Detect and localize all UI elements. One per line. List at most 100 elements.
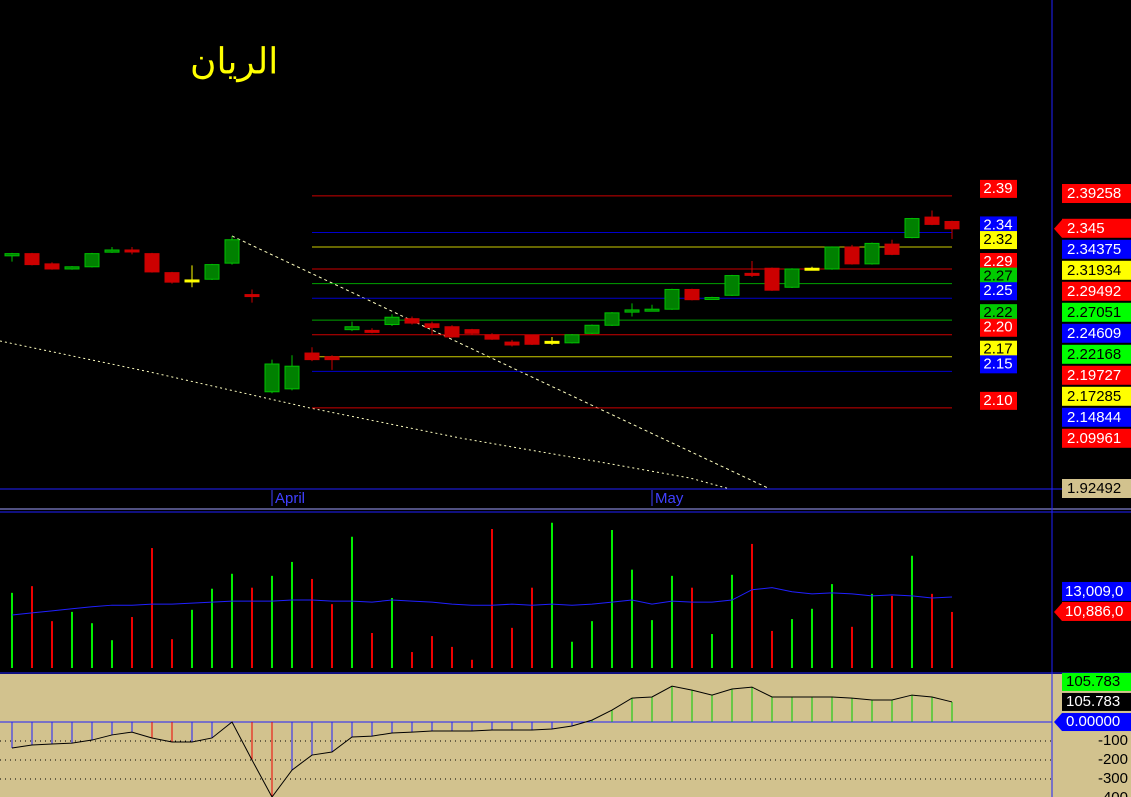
last-volume-arrow bbox=[1054, 602, 1062, 621]
candle-body bbox=[184, 279, 200, 283]
level-label-box bbox=[980, 318, 1017, 337]
level-label: 2.29 bbox=[983, 253, 1012, 270]
y-tick-box bbox=[1062, 281, 1131, 301]
y-tick-label: -100 bbox=[1098, 732, 1128, 749]
candle-body bbox=[664, 288, 680, 310]
candle-body bbox=[4, 253, 20, 257]
y-tick-box bbox=[1062, 344, 1131, 364]
level-label: 2.15 bbox=[983, 355, 1012, 372]
candle-body bbox=[584, 324, 600, 334]
zero-arrow bbox=[1054, 713, 1062, 732]
candle-body bbox=[404, 318, 420, 324]
candle-body bbox=[84, 253, 100, 268]
y-tick-box bbox=[1062, 218, 1131, 238]
candle-body bbox=[384, 316, 400, 326]
candle-body bbox=[844, 246, 860, 265]
y-tick-box bbox=[1062, 407, 1131, 427]
candle-body bbox=[144, 253, 160, 273]
y-tick-label: 2.17285 bbox=[1067, 388, 1121, 405]
y-tick-label: 2.31934 bbox=[1067, 262, 1121, 279]
y-tick-box bbox=[1062, 323, 1131, 343]
candle-body bbox=[924, 216, 940, 225]
candle-body bbox=[24, 253, 40, 266]
candle-body bbox=[824, 246, 840, 270]
y-tick-label: 2.14844 bbox=[1067, 409, 1121, 426]
candle-body bbox=[744, 272, 760, 276]
level-label: 2.20 bbox=[983, 319, 1012, 336]
level-label-box bbox=[980, 391, 1017, 410]
level-label-box bbox=[980, 304, 1017, 323]
y-tick-box bbox=[1062, 302, 1131, 322]
candle-body bbox=[544, 340, 560, 344]
y-tick-box bbox=[1062, 365, 1131, 385]
candle-body bbox=[224, 239, 240, 264]
candle-body bbox=[164, 272, 180, 283]
y-tick-box bbox=[1062, 260, 1131, 280]
x-tick-label: May bbox=[655, 490, 684, 507]
candle-body bbox=[44, 263, 60, 270]
candle-body bbox=[124, 249, 140, 253]
candle-body bbox=[784, 268, 800, 288]
y-tick-box bbox=[1062, 581, 1131, 601]
candle-body bbox=[524, 335, 540, 345]
level-label-box bbox=[980, 282, 1017, 301]
y-tick-box bbox=[1062, 601, 1131, 621]
candle-body bbox=[724, 275, 740, 296]
candle-body bbox=[644, 308, 660, 312]
candle-body bbox=[944, 220, 960, 230]
level-label: 2.32 bbox=[983, 231, 1012, 248]
trend-line bbox=[0, 340, 731, 490]
y-tick-label: 0.00000 bbox=[1066, 713, 1120, 730]
y-tick-label: -400 bbox=[1098, 789, 1128, 797]
candle-body bbox=[264, 363, 280, 393]
y-tick-label: 2.345 bbox=[1067, 220, 1105, 237]
y-tick-label: -200 bbox=[1098, 751, 1128, 768]
candle-body bbox=[364, 329, 380, 333]
y-tick-box bbox=[1062, 479, 1131, 498]
x-tick-label: April bbox=[275, 490, 305, 507]
candle-body bbox=[464, 329, 480, 334]
candle-body bbox=[344, 326, 360, 331]
level-label-box bbox=[980, 179, 1017, 198]
level-label: 2.25 bbox=[983, 282, 1012, 299]
y-tick-label: 2.19727 bbox=[1067, 367, 1121, 384]
candle-body bbox=[284, 365, 300, 390]
level-label: 2.34 bbox=[983, 216, 1012, 233]
oscillator-panel bbox=[0, 674, 1131, 797]
level-label: 2.22 bbox=[983, 304, 1012, 321]
y-tick-label: 2.39258 bbox=[1067, 185, 1121, 202]
volume-ma bbox=[11, 587, 953, 616]
y-tick-label: 2.09961 bbox=[1067, 430, 1121, 447]
y-tick-label: 13,009,0 bbox=[1065, 583, 1123, 600]
candle-body bbox=[64, 266, 80, 270]
candle-body bbox=[484, 334, 500, 340]
y-tick-label: 1.92492 bbox=[1067, 480, 1121, 497]
y-tick-label: 10,886,0 bbox=[1065, 603, 1123, 620]
level-label: 2.27 bbox=[983, 268, 1012, 285]
level-label-box bbox=[980, 231, 1017, 250]
oscillator-line bbox=[11, 685, 953, 797]
level-label-box bbox=[980, 355, 1017, 374]
y-tick-label: 2.34375 bbox=[1067, 241, 1121, 258]
candle-body bbox=[804, 267, 820, 271]
marker-label: 105.783 bbox=[1066, 673, 1120, 690]
candle-body bbox=[624, 309, 640, 313]
y-tick-label: 2.22168 bbox=[1067, 346, 1121, 363]
y-tick-label: -300 bbox=[1098, 770, 1128, 787]
candle-body bbox=[884, 243, 900, 255]
y-tick-box bbox=[1062, 239, 1131, 259]
candle-body bbox=[244, 294, 260, 298]
y-tick-label: 2.27051 bbox=[1067, 304, 1121, 321]
candle-body bbox=[604, 312, 620, 326]
candle-body bbox=[864, 242, 880, 265]
y-tick-label: 2.24609 bbox=[1067, 325, 1121, 342]
y-tick-box bbox=[1062, 428, 1131, 448]
candle-body bbox=[204, 264, 220, 280]
y-tick-label: 2.29492 bbox=[1067, 283, 1121, 300]
candle-body bbox=[324, 356, 340, 361]
marker-label: 105.783 bbox=[1066, 693, 1120, 710]
level-label-box bbox=[980, 340, 1017, 359]
level-label: 2.39 bbox=[983, 180, 1012, 197]
